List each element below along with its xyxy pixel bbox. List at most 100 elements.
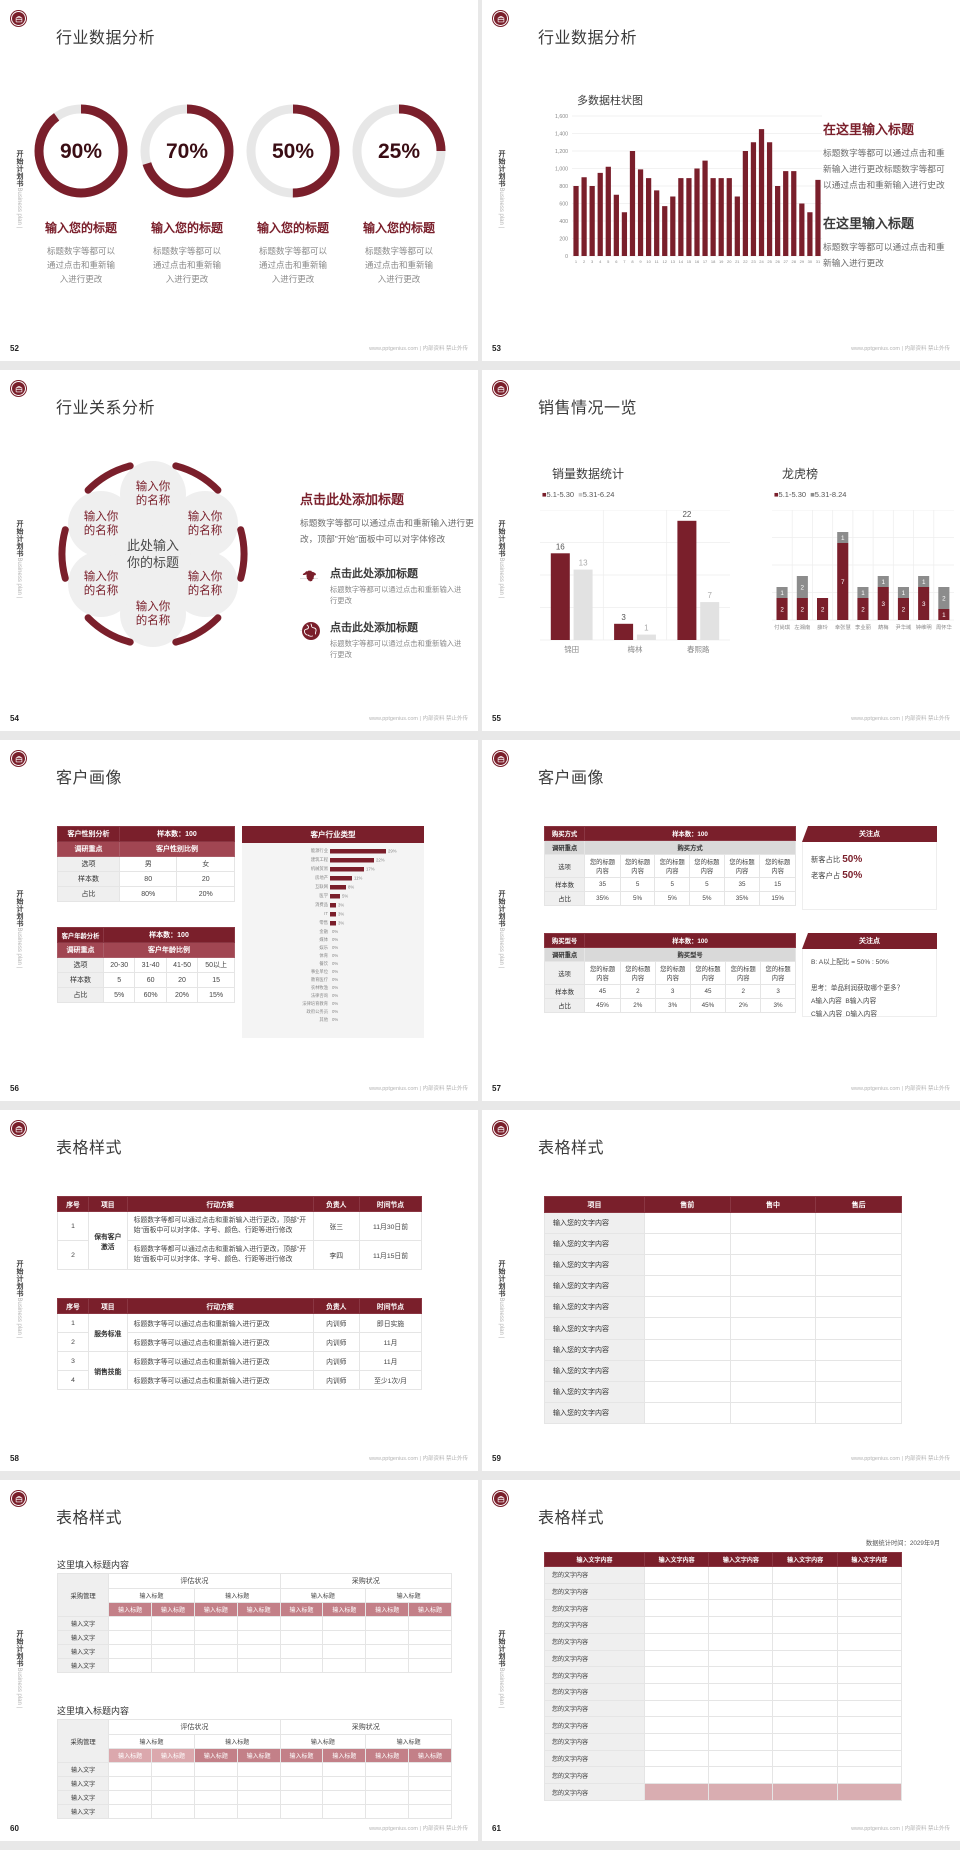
svg-text:互联网: 互联网 xyxy=(315,883,328,890)
svg-text:尹华域: 尹华域 xyxy=(895,623,912,631)
svg-text:其他: 其他 xyxy=(319,1016,328,1023)
svg-text:机械贸易: 机械贸易 xyxy=(311,865,328,872)
svg-text:0%: 0% xyxy=(332,977,338,982)
svg-text:800: 800 xyxy=(559,184,568,190)
svg-text:幸张慧: 幸张慧 xyxy=(835,623,852,631)
svg-text:0%: 0% xyxy=(332,993,338,998)
svg-text:政府公务员: 政府公务员 xyxy=(307,1008,329,1015)
svg-text:媒体: 媒体 xyxy=(319,936,328,943)
svg-text:30: 30 xyxy=(808,259,813,264)
svg-text:0%: 0% xyxy=(332,985,338,990)
svg-text:3%: 3% xyxy=(338,921,344,926)
svg-text:50%: 50% xyxy=(272,140,314,163)
svg-text:餐饮: 餐饮 xyxy=(319,960,328,967)
svg-text:0%: 0% xyxy=(332,1001,338,1006)
svg-text:70%: 70% xyxy=(166,140,208,163)
svg-text:13: 13 xyxy=(579,559,588,568)
svg-text:2: 2 xyxy=(780,607,784,614)
svg-text:12: 12 xyxy=(663,259,668,264)
svg-text:22: 22 xyxy=(743,259,748,264)
svg-text:3%: 3% xyxy=(338,903,344,908)
svg-text:0%: 0% xyxy=(332,961,338,966)
svg-text:90%: 90% xyxy=(60,140,102,163)
svg-text:7: 7 xyxy=(841,579,845,586)
svg-text:体育: 体育 xyxy=(319,952,328,959)
svg-text:事业单位: 事业单位 xyxy=(311,968,329,975)
svg-text:3: 3 xyxy=(881,601,885,608)
svg-text:2: 2 xyxy=(942,596,946,603)
svg-text:16: 16 xyxy=(695,259,700,264)
svg-text:左湘南: 左湘南 xyxy=(794,623,810,631)
svg-text:8%: 8% xyxy=(348,885,354,890)
svg-text:3%: 3% xyxy=(338,912,344,917)
svg-text:0%: 0% xyxy=(332,953,338,958)
svg-text:零售: 零售 xyxy=(319,919,328,926)
svg-text:2: 2 xyxy=(861,607,865,614)
svg-text:薛玲: 薛玲 xyxy=(817,623,828,631)
svg-text:2: 2 xyxy=(583,259,586,264)
svg-text:18: 18 xyxy=(711,259,716,264)
svg-text:房地产: 房地产 xyxy=(315,874,328,881)
svg-text:15: 15 xyxy=(687,259,692,264)
svg-text:6: 6 xyxy=(615,259,618,264)
svg-text:13: 13 xyxy=(671,259,676,264)
svg-text:24: 24 xyxy=(759,259,764,264)
svg-text:0%: 0% xyxy=(332,1017,338,1022)
svg-text:法律咨询: 法律咨询 xyxy=(311,992,329,999)
svg-text:3: 3 xyxy=(591,259,594,264)
svg-text:1: 1 xyxy=(780,590,784,597)
svg-text:0: 0 xyxy=(565,254,568,260)
svg-text:400: 400 xyxy=(559,219,568,225)
svg-text:17%: 17% xyxy=(366,867,375,872)
svg-text:娱乐: 娱乐 xyxy=(319,944,328,951)
svg-text:9: 9 xyxy=(639,259,642,264)
svg-text:1,000: 1,000 xyxy=(555,167,568,173)
svg-text:建筑工程: 建筑工程 xyxy=(311,856,329,863)
svg-text:2: 2 xyxy=(801,607,805,614)
svg-text:22: 22 xyxy=(682,510,691,519)
svg-text:IT: IT xyxy=(324,911,328,916)
svg-text:1: 1 xyxy=(942,612,946,619)
svg-text:2: 2 xyxy=(801,585,805,592)
svg-text:农林牧渔: 农林牧渔 xyxy=(311,984,329,991)
svg-text:法律培育教育: 法律培育教育 xyxy=(302,1000,328,1007)
svg-text:26: 26 xyxy=(775,259,780,264)
svg-text:钟维明: 钟维明 xyxy=(916,623,932,631)
svg-text:22%: 22% xyxy=(376,858,385,863)
svg-text:1: 1 xyxy=(575,259,578,264)
svg-text:周怀华: 周怀华 xyxy=(936,623,953,631)
svg-text:1: 1 xyxy=(881,579,885,586)
svg-text:1: 1 xyxy=(861,590,865,597)
svg-text:7: 7 xyxy=(707,591,712,600)
svg-text:0%: 0% xyxy=(332,937,338,942)
svg-text:17: 17 xyxy=(703,259,708,264)
svg-text:25%: 25% xyxy=(378,140,420,163)
svg-text:春熙路: 春熙路 xyxy=(687,644,710,654)
svg-text:7: 7 xyxy=(623,259,626,264)
svg-text:31: 31 xyxy=(816,259,821,264)
svg-text:1: 1 xyxy=(644,624,649,633)
svg-text:3: 3 xyxy=(922,601,926,608)
svg-text:29%: 29% xyxy=(388,849,397,854)
svg-text:27: 27 xyxy=(783,259,788,264)
svg-text:29: 29 xyxy=(800,259,805,264)
svg-text:8: 8 xyxy=(631,259,634,264)
svg-text:金融: 金融 xyxy=(319,928,328,935)
svg-text:20: 20 xyxy=(727,259,732,264)
svg-text:能源行业: 能源行业 xyxy=(311,847,329,854)
svg-text:李业丽: 李业丽 xyxy=(855,623,871,631)
svg-text:梅林: 梅林 xyxy=(628,644,643,654)
svg-text:23: 23 xyxy=(751,259,756,264)
svg-text:16: 16 xyxy=(556,542,565,551)
svg-text:0%: 0% xyxy=(332,1009,338,1014)
svg-text:医学: 医学 xyxy=(319,892,328,898)
svg-text:0%: 0% xyxy=(332,969,338,974)
svg-text:1: 1 xyxy=(841,535,845,542)
svg-text:葫梅: 葫梅 xyxy=(878,623,889,631)
svg-text:25: 25 xyxy=(767,259,772,264)
svg-text:2: 2 xyxy=(821,607,825,614)
svg-text:1,200: 1,200 xyxy=(555,149,568,155)
svg-text:2: 2 xyxy=(902,607,906,614)
svg-text:教育医疗: 教育医疗 xyxy=(311,976,329,983)
svg-text:3: 3 xyxy=(621,613,626,622)
